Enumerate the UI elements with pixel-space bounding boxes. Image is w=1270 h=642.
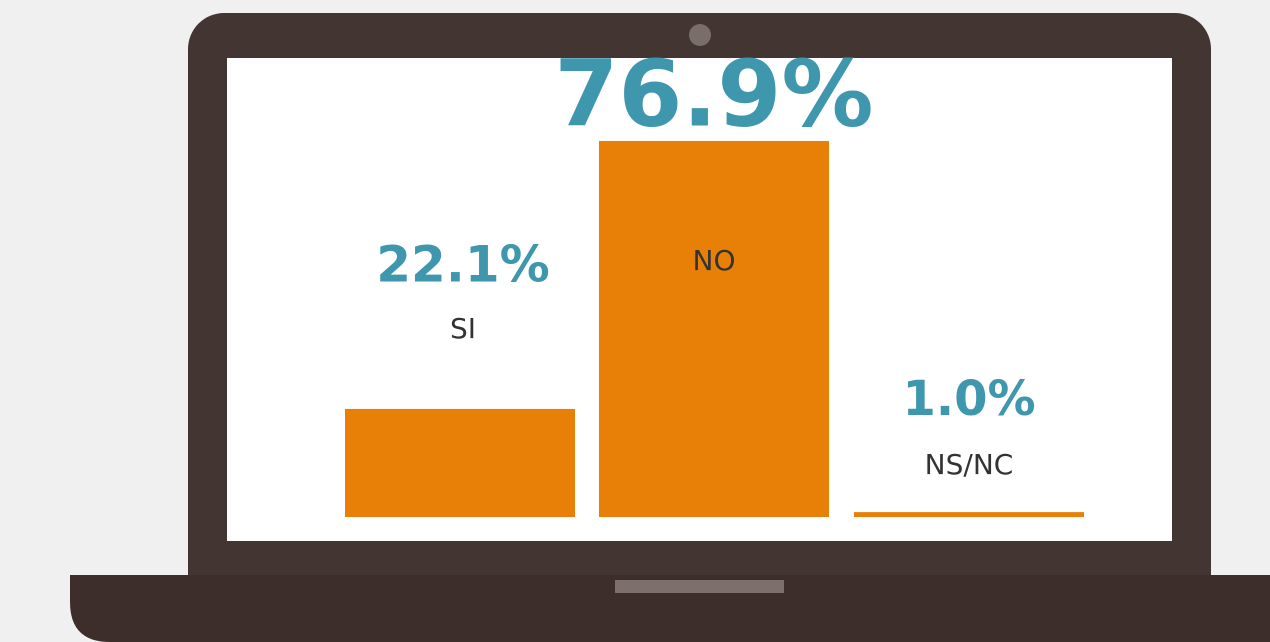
bar <box>599 141 829 517</box>
category-label: NS/NC <box>925 448 1014 481</box>
value-label: 1.0% <box>902 371 1035 427</box>
value-label: 22.1% <box>376 235 549 293</box>
value-label: 76.9% <box>554 40 873 147</box>
category-label: NO <box>693 244 736 277</box>
bar <box>345 409 575 517</box>
page: 22.1% SI 76.9% NO 1.0% NS/NC <box>0 0 1270 642</box>
bar <box>854 512 1084 517</box>
base-notch <box>615 580 784 593</box>
category-label: SI <box>450 312 476 345</box>
